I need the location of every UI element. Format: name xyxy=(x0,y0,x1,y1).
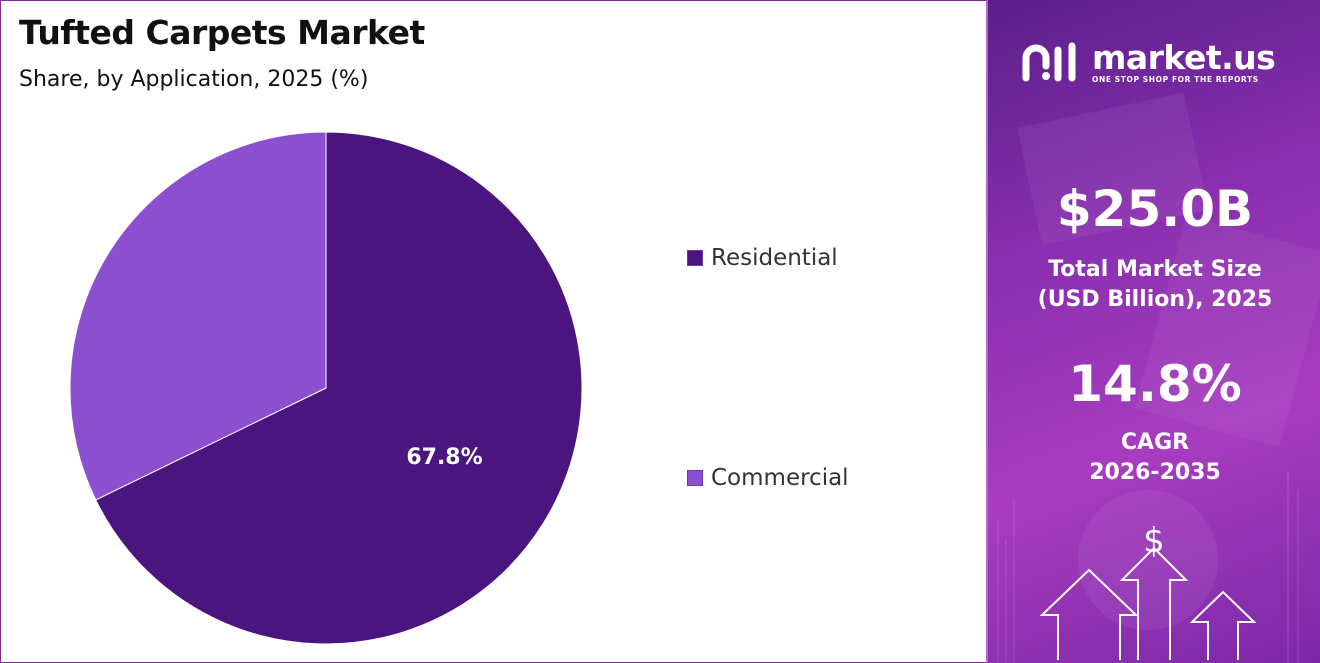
summary-panel: market.us ONE STOP SHOP FOR THE REPORTS … xyxy=(986,0,1320,663)
cagr-label: CAGR xyxy=(1120,430,1190,455)
up-arrow-icon xyxy=(1189,590,1257,660)
logo-name: market.us xyxy=(1092,37,1276,77)
pie-slice-commercial xyxy=(69,131,327,501)
legend-label-commercial: Commercial xyxy=(711,465,849,491)
growth-arrows-illustration: $ xyxy=(1039,521,1257,660)
chart-title: Tufted Carpets Market xyxy=(19,13,425,52)
cagr-value: 14.8% xyxy=(1068,355,1242,413)
legend-item-residential: Residential xyxy=(687,245,838,271)
data-label-residential: 67.8% xyxy=(406,445,482,470)
legend-swatch-commercial xyxy=(687,470,703,486)
legend-swatch-residential xyxy=(687,250,703,266)
market-size-value: $25.0B xyxy=(1056,180,1254,238)
panel-background-decoration xyxy=(997,92,1320,663)
market-size-label-line1: Total Market Size xyxy=(1048,257,1262,282)
pie-chart: 67.8% xyxy=(69,131,583,645)
logo-tagline: ONE STOP SHOP FOR THE REPORTS xyxy=(1092,74,1259,84)
up-arrow-icon xyxy=(1119,546,1189,660)
legend-item-commercial: Commercial xyxy=(687,465,849,491)
market-us-logo-icon xyxy=(1022,42,1076,82)
market-size-label-line2: (USD Billion), 2025 xyxy=(1037,287,1273,312)
dollar-icon: $ xyxy=(1143,521,1165,561)
cagr-period: 2026-2035 xyxy=(1089,460,1221,485)
chart-subtitle: Share, by Application, 2025 (%) xyxy=(19,67,369,92)
legend-label-residential: Residential xyxy=(711,245,838,271)
market-us-logo: market.us ONE STOP SHOP FOR THE REPORTS xyxy=(1020,37,1276,84)
up-arrow-icon xyxy=(1039,568,1139,660)
pie-slice-residential xyxy=(95,131,583,645)
